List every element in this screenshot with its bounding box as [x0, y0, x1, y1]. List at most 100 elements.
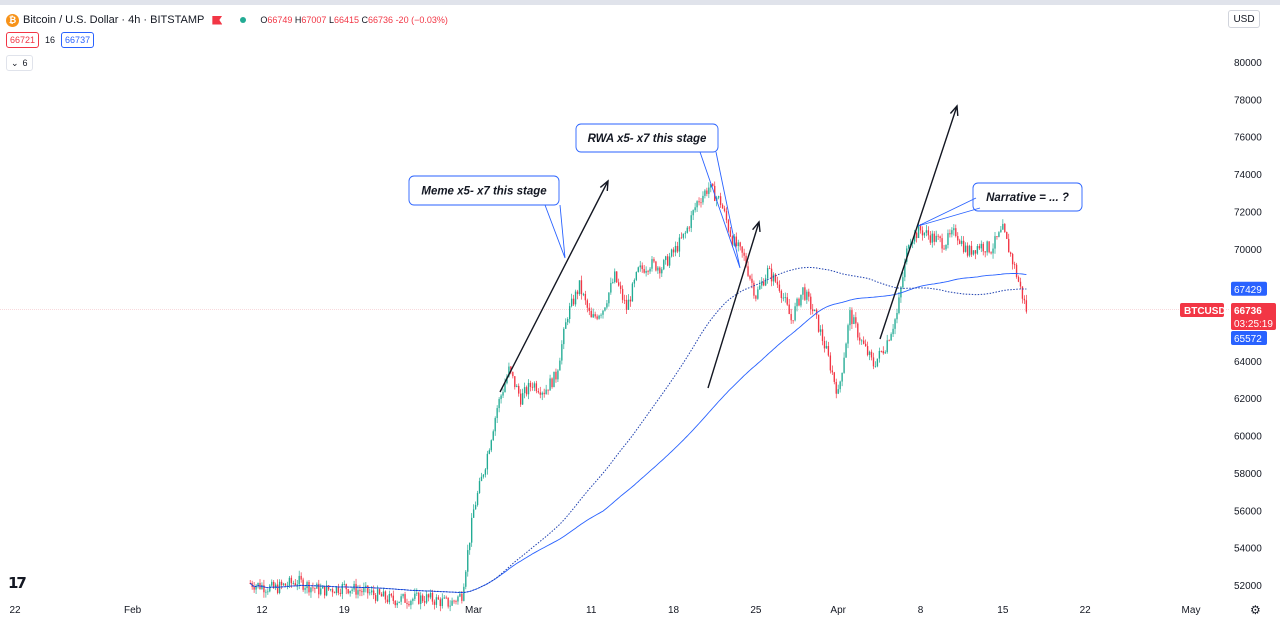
candle-body [941, 238, 943, 249]
candle-body [472, 509, 475, 518]
candle-body [931, 233, 933, 243]
candle-body [412, 598, 414, 601]
candle-body [753, 282, 755, 296]
candle-body [361, 591, 363, 593]
candle-body [320, 588, 322, 595]
candle-body [582, 293, 585, 295]
candle-body [372, 590, 375, 596]
currency-selector[interactable]: USD [1228, 10, 1260, 28]
candle-body [864, 343, 867, 347]
candle-body [286, 585, 289, 587]
candle-body [606, 303, 608, 308]
candle-body [455, 601, 457, 602]
candle-body [849, 310, 851, 326]
candle-body [276, 584, 279, 593]
candle-body [292, 583, 295, 584]
candle-body [568, 306, 571, 319]
candle-body [751, 278, 753, 283]
candle-body [439, 599, 442, 607]
arrow-narrative [879, 105, 958, 340]
candle-body [406, 602, 408, 604]
symbol-title[interactable]: Bitcoin / U.S. Dollar · 4h · BITSTAMP [23, 14, 205, 26]
candle-body [288, 577, 291, 586]
indicators-toggle[interactable]: ⌄ 6 [6, 55, 33, 71]
gear-icon[interactable]: ⚙ [1250, 603, 1261, 617]
candle-body [902, 277, 904, 288]
candle-body [661, 269, 663, 274]
candle-body [347, 589, 349, 594]
candle-body [1000, 229, 1002, 233]
candle-body [555, 371, 557, 380]
candle-body [766, 268, 769, 279]
candle-body [621, 288, 624, 300]
candle-body [682, 233, 685, 238]
candle-body [467, 550, 469, 572]
sell-button[interactable]: 66721 [6, 32, 40, 48]
x-tick-label: 12 [256, 605, 268, 616]
ma-solid-price-tag-bg [1231, 331, 1267, 345]
candle-body [531, 386, 534, 388]
candle-body [1017, 277, 1020, 282]
candle-body [392, 595, 394, 601]
candle-body [423, 601, 426, 603]
candle-body [945, 244, 947, 250]
candle-body [698, 201, 700, 203]
candle-body [810, 296, 812, 310]
bid-ask-row: 66721 16 66737 [6, 32, 95, 48]
candle-body [933, 233, 935, 242]
candle-body [494, 418, 496, 432]
candle-body [643, 269, 645, 273]
candle-body [788, 304, 790, 315]
annotation-meme-box [408, 175, 560, 206]
candle-body [357, 590, 359, 595]
candle-body [764, 278, 767, 286]
candle-body [819, 329, 822, 332]
candle-body [641, 265, 643, 270]
top-border [0, 0, 1280, 5]
candle-body [445, 597, 447, 599]
candle-body [561, 344, 563, 361]
candle-body [425, 594, 428, 603]
candle-body [543, 392, 545, 395]
x-tick-label: 15 [997, 605, 1009, 616]
candle-body [447, 597, 449, 607]
candle-body [761, 281, 763, 286]
indicators-count: 6 [22, 58, 28, 68]
annotation-rwa-text: RWA x5- x7 this stage [588, 133, 707, 145]
candle-body [365, 585, 367, 588]
candle-body [559, 360, 561, 371]
candle-body [776, 281, 779, 285]
x-tick-label: Apr [830, 605, 846, 616]
candle-body [308, 582, 310, 593]
candle-body [723, 208, 726, 212]
candle-body [741, 246, 743, 253]
y-tick-label: 72000 [1234, 207, 1262, 218]
symbol-legend[interactable]: ₿ Bitcoin / U.S. Dollar · 4h · BITSTAMP … [6, 12, 448, 28]
candle-body [386, 599, 389, 603]
candle-body [563, 328, 565, 345]
candle-body [659, 267, 661, 274]
candle-body [827, 346, 830, 356]
candle-body [813, 309, 816, 312]
candle-body [857, 323, 859, 338]
buy-button[interactable]: 66737 [61, 32, 95, 48]
y-tick-label: 52000 [1234, 581, 1262, 592]
candle-body [273, 581, 275, 589]
candle-body [355, 583, 357, 595]
candle-body [904, 261, 906, 278]
tradingview-logo-icon[interactable]: 17 [8, 574, 27, 592]
candle-body [982, 243, 984, 252]
candle-body [653, 259, 655, 262]
candle-body [886, 340, 888, 353]
candle-body [749, 275, 751, 279]
candle-body [906, 248, 908, 262]
x-tick-label: 8 [918, 605, 924, 616]
candle-body [280, 581, 283, 585]
candle-body [759, 285, 761, 290]
ma-dotted-price-tag: 67429 [1234, 285, 1262, 296]
candle-body [917, 226, 920, 239]
candle-body [929, 235, 932, 243]
candle-body [553, 371, 555, 388]
candle-body [557, 370, 559, 380]
